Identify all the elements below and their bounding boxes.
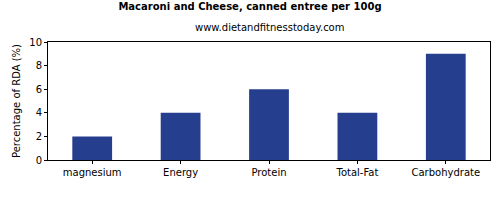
svg-text:4: 4 — [36, 107, 42, 118]
svg-text:2: 2 — [36, 131, 42, 142]
svg-text:8: 8 — [36, 60, 42, 71]
svg-text:6: 6 — [36, 84, 42, 95]
svg-text:magnesium: magnesium — [63, 167, 122, 178]
svg-text:Energy: Energy — [163, 167, 198, 178]
svg-text:10: 10 — [29, 37, 42, 48]
svg-text:Carbohydrate: Carbohydrate — [411, 167, 480, 178]
svg-text:Macaroni and Cheese, canned en: Macaroni and Cheese, canned entree per 1… — [118, 1, 381, 12]
svg-text:0: 0 — [36, 155, 42, 166]
svg-text:www.dietandfitnesstoday.com: www.dietandfitnesstoday.com — [195, 22, 344, 33]
svg-text:Total-Fat: Total-Fat — [335, 167, 378, 178]
svg-text:Protein: Protein — [251, 167, 286, 178]
svg-text:Percentage of RDA (%): Percentage of RDA (%) — [11, 44, 22, 158]
